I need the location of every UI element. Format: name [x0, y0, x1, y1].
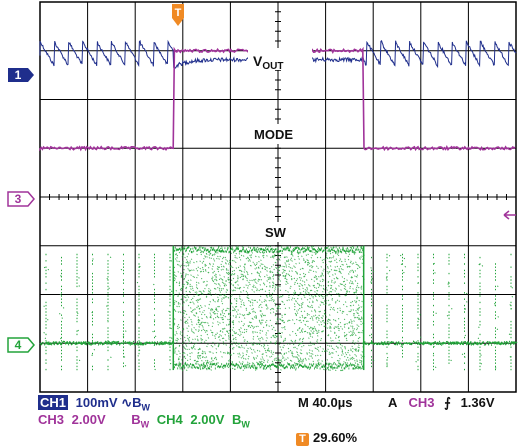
ch1-ground-marker: 1: [8, 68, 34, 82]
ch1-bw-limit: BW: [132, 395, 150, 410]
ch4-scale: 2.00V: [190, 412, 224, 427]
trigger-position-value: 29.60%: [313, 430, 357, 445]
ch1-name: CH1: [38, 395, 68, 410]
ch4-marker-label: 4: [15, 338, 22, 352]
ch1-coupling-icon: ∿: [121, 395, 132, 410]
ch1-scale: 100mV: [76, 395, 118, 410]
mode-label: MODE: [254, 127, 293, 142]
ch4-bw-limit: BW: [232, 412, 250, 427]
ch3-ground-marker: 3: [8, 192, 34, 206]
ch3-marker-label: 3: [15, 192, 22, 206]
ch1-marker-label: 1: [15, 68, 22, 82]
timebase-readout: M 40.0µs: [298, 395, 352, 410]
ch3-scale: 2.00V: [72, 412, 106, 427]
trigger-level: 1.36V: [461, 395, 495, 410]
trigger-slope-icon: ⨍: [444, 395, 451, 410]
status-line-2: CH3 2.00V BW CH4 2.00V BW: [38, 412, 250, 433]
trigger-marker-label: T: [175, 7, 182, 19]
ch3-bw-limit: BW: [131, 412, 149, 427]
trigger-source: CH3: [409, 395, 435, 410]
trigger-mode: A: [388, 395, 397, 410]
ch3-name: CH3: [38, 412, 64, 427]
trigger-readout: A CH3 ⨍ 1.36V: [388, 395, 495, 410]
trigger-position-readout: T 29.60%: [296, 430, 357, 446]
sw-label: SW: [265, 225, 287, 240]
ch4-name: CH4: [157, 412, 183, 427]
ch4-ground-marker: 4: [8, 338, 34, 352]
trigger-badge-icon: T: [296, 433, 309, 446]
